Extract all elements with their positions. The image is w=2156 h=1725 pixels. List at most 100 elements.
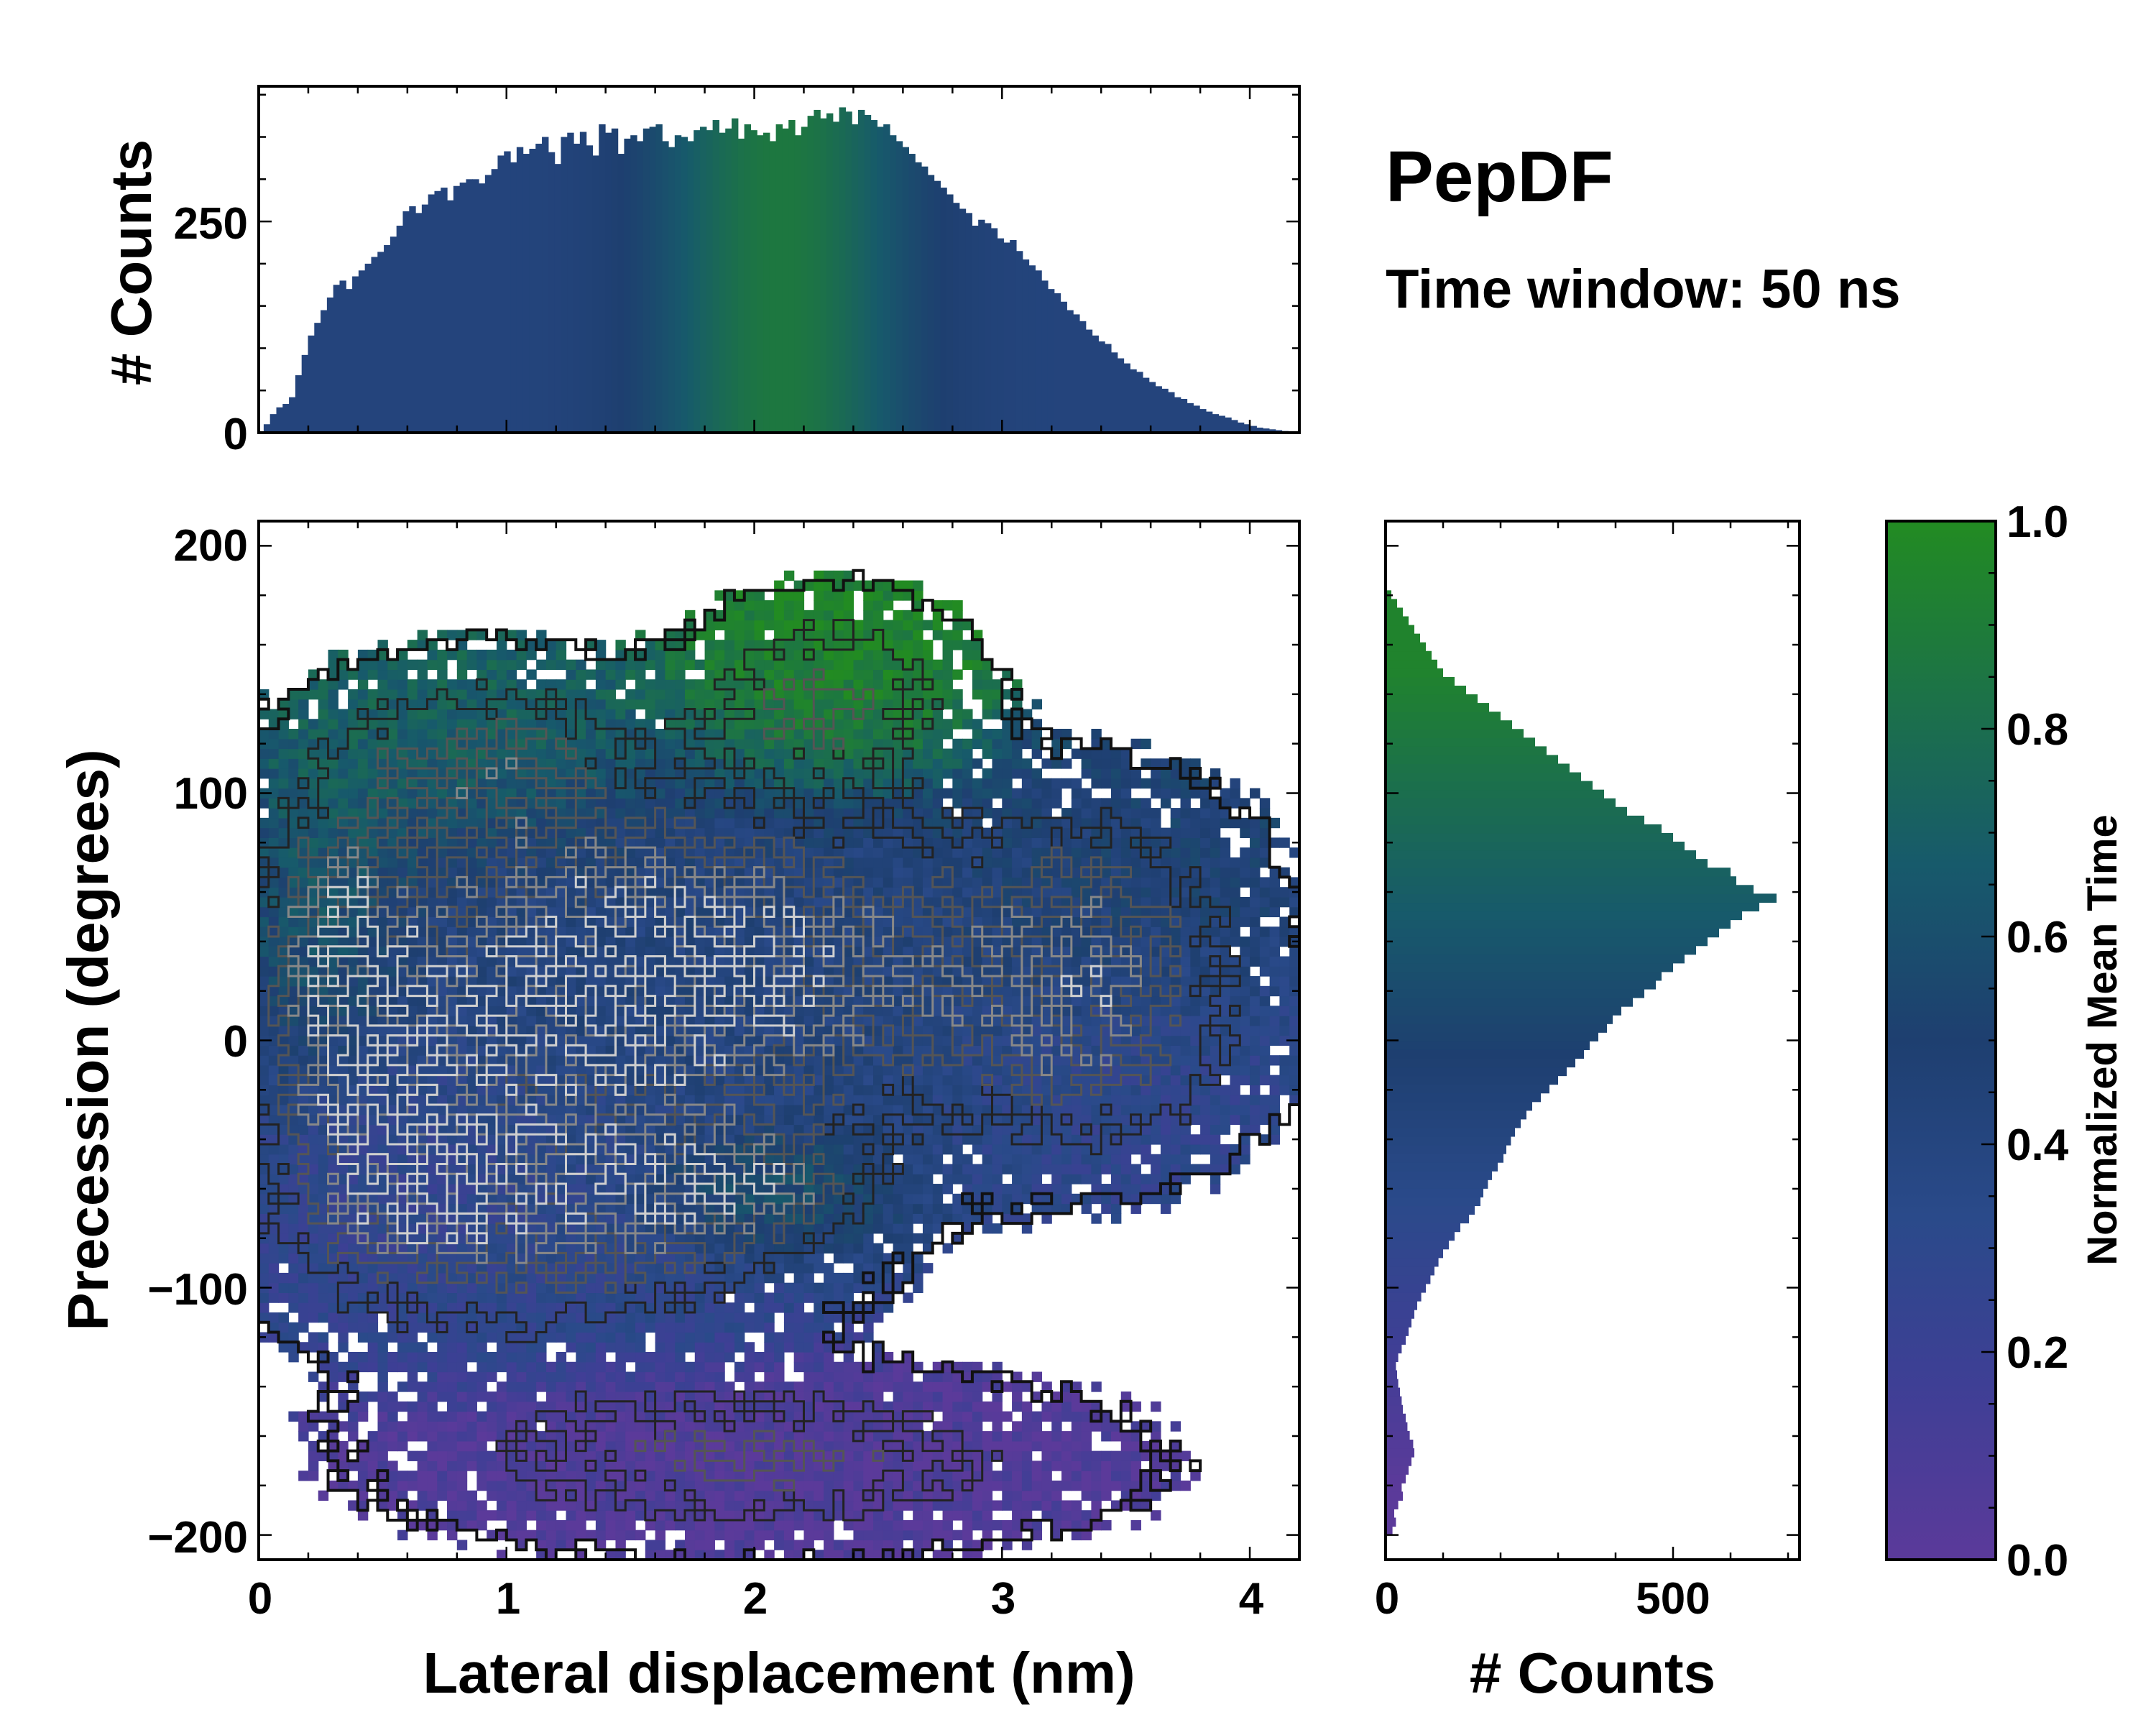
heatmap-cell: [635, 1174, 645, 1184]
heatmap-cell: [873, 1154, 883, 1164]
heatmap-cell: [982, 1441, 992, 1451]
heatmap-cell: [566, 1075, 576, 1085]
heatmap-cell: [824, 1451, 834, 1461]
heatmap-cell: [834, 1392, 844, 1402]
heatmap-cell: [536, 1174, 546, 1184]
heatmap-cell: [348, 1412, 358, 1422]
heatmap-cell: [318, 1283, 328, 1293]
heatmap-cell: [556, 1036, 566, 1046]
heatmap-cell: [803, 1273, 814, 1283]
heatmap-cell: [507, 1253, 517, 1263]
heatmap-cell: [387, 1184, 397, 1194]
heatmap-cell: [526, 1095, 536, 1105]
heatmap-cell: [606, 1302, 616, 1312]
heatmap-cell: [566, 1026, 576, 1036]
heatmap-cell: [903, 1065, 913, 1075]
heatmap-cell: [645, 1144, 655, 1154]
heatmap-cell: [705, 1372, 715, 1382]
heatmap-cell: [883, 1055, 893, 1065]
heatmap-cell: [933, 1491, 943, 1501]
heatmap-cell: [418, 1253, 428, 1263]
heatmap-cell: [943, 1164, 953, 1174]
heatmap-cell: [487, 1016, 497, 1026]
heatmap-cell: [695, 1026, 705, 1036]
heatmap-cell: [437, 1223, 447, 1233]
heatmap-cell: [883, 1124, 893, 1134]
heatmap-cell: [635, 1481, 645, 1491]
heatmap-cell: [962, 1530, 972, 1540]
heatmap-cell: [457, 1392, 467, 1402]
heatmap-cell: [724, 1491, 734, 1501]
heatmap-cell: [487, 1491, 497, 1501]
heatmap-cell: [308, 1233, 318, 1243]
heatmap-cell: [803, 1243, 814, 1254]
heatmap-cell: [507, 1154, 517, 1164]
heatmap-cell: [1141, 1006, 1151, 1016]
heatmap-cell: [358, 1510, 368, 1520]
heatmap-cell: [368, 1253, 378, 1263]
heatmap-cell: [497, 1164, 507, 1174]
heatmap-cell: [447, 1006, 457, 1016]
heatmap-cell: [635, 1352, 645, 1362]
heatmap-cell: [625, 1115, 635, 1125]
heatmap-cell: [923, 1045, 933, 1055]
heatmap-cell: [358, 1194, 368, 1204]
heatmap-cell: [665, 1292, 675, 1302]
heatmap-cell: [724, 1164, 734, 1174]
heatmap-cell: [497, 1243, 507, 1254]
heatmap-cell: [517, 1510, 527, 1520]
heatmap-cell: [784, 1065, 794, 1075]
heatmap-cell: [1051, 1134, 1061, 1144]
heatmap-cell: [437, 1322, 447, 1333]
heatmap-cell: [1101, 996, 1111, 1006]
heatmap-cell: [526, 1421, 536, 1431]
heatmap-cell: [1240, 1144, 1250, 1154]
heatmap-cell: [517, 1164, 527, 1174]
heatmap-cell: [992, 1412, 1002, 1422]
heatmap-cell: [893, 1065, 903, 1075]
heatmap-cell: [1072, 1431, 1082, 1441]
heatmap-cell: [903, 1402, 913, 1412]
heatmap-cell: [873, 1243, 883, 1254]
heatmap-cell: [1091, 986, 1101, 996]
heatmap-cell: [943, 1471, 953, 1481]
heatmap-cell: [635, 1065, 645, 1075]
heatmap-cell: [803, 1392, 814, 1402]
heatmap-cell: [1061, 1164, 1072, 1174]
heatmap-cell: [517, 1204, 527, 1214]
heatmap-cell: [586, 976, 596, 986]
heatmap-cell: [507, 1273, 517, 1283]
heatmap-cell: [665, 1332, 675, 1342]
heatmap-cell: [566, 1471, 576, 1481]
heatmap-cell: [625, 1006, 635, 1016]
heatmap-cell: [883, 1500, 893, 1510]
heatmap-cell: [705, 1095, 715, 1105]
heatmap-cell: [853, 1105, 863, 1115]
heatmap-cell: [803, 1223, 814, 1233]
heatmap-cell: [665, 1491, 675, 1501]
heatmap-cell: [328, 1036, 338, 1046]
heatmap-cell: [487, 1362, 497, 1372]
heatmap-cell: [824, 1243, 834, 1254]
heatmap-cell: [665, 1134, 675, 1144]
heatmap-cell: [1260, 1036, 1270, 1046]
heatmap-cell: [447, 1402, 457, 1412]
heatmap-cell: [427, 1421, 437, 1431]
heatmap-cell: [517, 1332, 527, 1342]
heatmap-cell: [893, 1500, 903, 1510]
heatmap-cell: [1032, 1500, 1042, 1510]
heatmap-cell: [863, 1500, 873, 1510]
heatmap-cell: [824, 1471, 834, 1481]
heatmap-cell: [1022, 1223, 1032, 1233]
heatmap-cell: [923, 1085, 933, 1095]
heatmap-cell: [269, 1213, 279, 1223]
heatmap-cell: [764, 1352, 774, 1362]
heatmap-cell: [279, 1045, 289, 1055]
heatmap-cell: [734, 1016, 745, 1026]
heatmap-cell: [1270, 1124, 1280, 1134]
heatmap-cell: [784, 1431, 794, 1441]
heatmap-cell: [1041, 1095, 1051, 1105]
heatmap-cell: [397, 1292, 407, 1302]
heatmap-cell: [1041, 1164, 1051, 1174]
heatmap-cell: [883, 1174, 893, 1184]
